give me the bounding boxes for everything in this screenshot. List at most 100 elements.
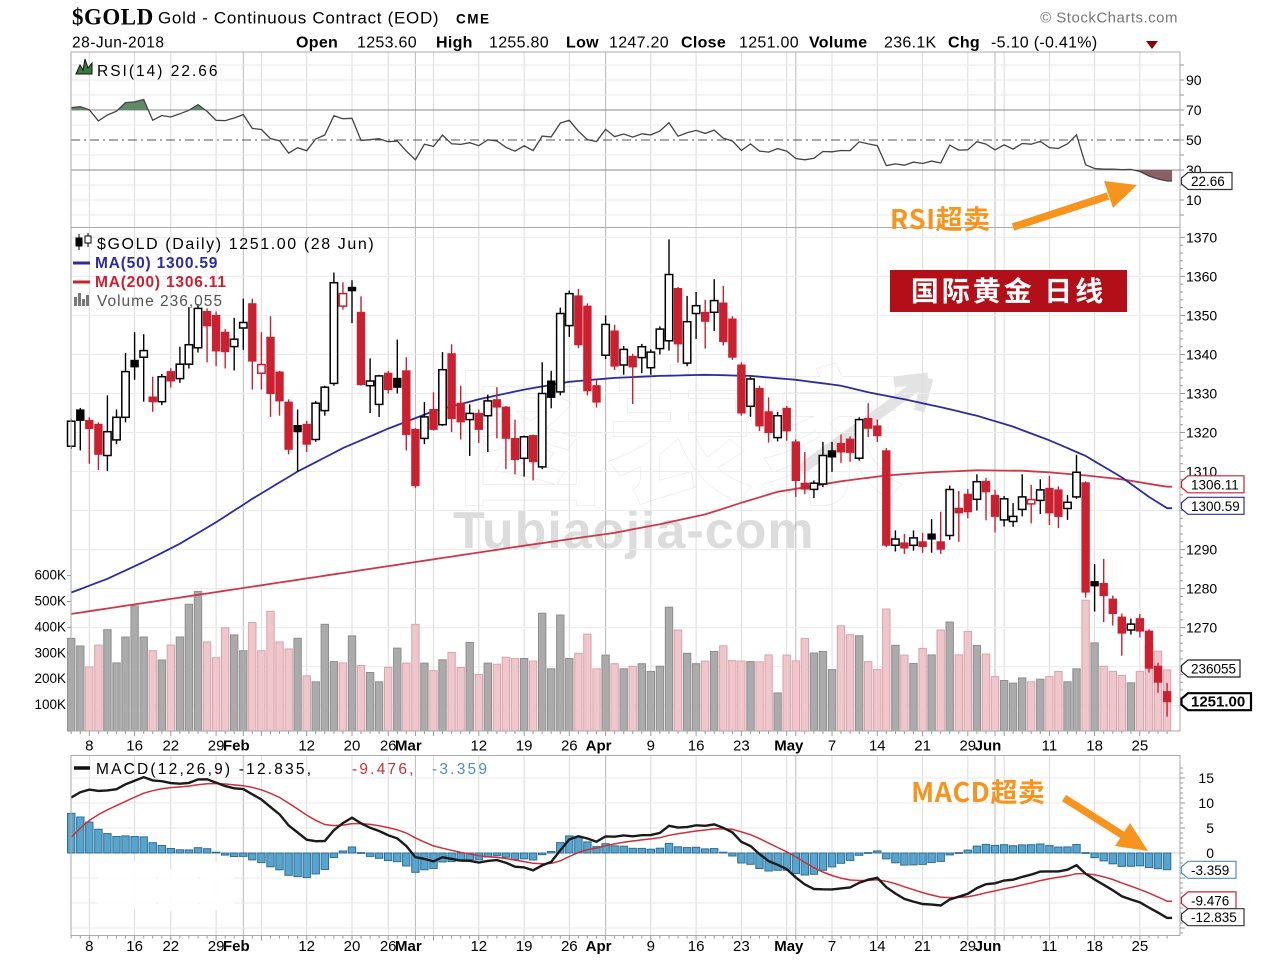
svg-text:26: 26 — [380, 738, 397, 755]
svg-text:Volume: Volume — [809, 35, 867, 52]
svg-text:Open: Open — [296, 35, 338, 52]
svg-text:May: May — [774, 938, 804, 955]
svg-text:1330: 1330 — [1186, 386, 1217, 402]
svg-text:14: 14 — [869, 738, 886, 755]
svg-text:Jun: Jun — [975, 938, 1002, 955]
svg-text:Apr: Apr — [586, 738, 612, 755]
svg-text:Tubiaojia-com: Tubiaojia-com — [453, 502, 815, 560]
svg-text:236.1K: 236.1K — [884, 35, 937, 52]
svg-text:11: 11 — [1042, 938, 1058, 955]
svg-text:Jun: Jun — [975, 738, 1002, 755]
svg-text:26: 26 — [561, 738, 578, 755]
svg-text:MA(50) 1300.59: MA(50) 1300.59 — [95, 255, 218, 272]
svg-text:10: 10 — [1198, 795, 1214, 811]
svg-text:May: May — [774, 738, 804, 755]
svg-text:26: 26 — [380, 938, 397, 955]
svg-text:1350: 1350 — [1186, 307, 1217, 323]
svg-text:Feb: Feb — [223, 738, 250, 755]
svg-text:22.66: 22.66 — [1191, 174, 1225, 189]
svg-text:-12.835: -12.835 — [1191, 910, 1237, 925]
svg-text:RSI(14) 22.66: RSI(14) 22.66 — [97, 63, 220, 80]
svg-text:Apr: Apr — [586, 938, 612, 955]
svg-text:1251.00: 1251.00 — [739, 35, 799, 52]
svg-text:28-Jun-2018: 28-Jun-2018 — [72, 35, 165, 52]
svg-text:Mar: Mar — [395, 738, 422, 755]
svg-text:23: 23 — [733, 938, 750, 955]
svg-text:Low: Low — [566, 35, 599, 52]
svg-text:200K: 200K — [34, 671, 66, 686]
svg-text:12: 12 — [470, 938, 487, 955]
svg-text:MA(200) 1306.11: MA(200) 1306.11 — [95, 274, 227, 291]
svg-text:10: 10 — [1186, 192, 1202, 208]
svg-text:1253.60: 1253.60 — [357, 35, 417, 52]
svg-text:8: 8 — [85, 738, 93, 755]
svg-text:12: 12 — [470, 738, 487, 755]
svg-text:Mar: Mar — [395, 938, 422, 955]
svg-text:1251.00: 1251.00 — [1191, 694, 1245, 711]
svg-text:21: 21 — [914, 738, 931, 755]
svg-text:7: 7 — [828, 738, 836, 755]
svg-text:High: High — [436, 35, 473, 52]
svg-text:1340: 1340 — [1186, 347, 1217, 363]
svg-text:1270: 1270 — [1186, 620, 1217, 636]
svg-text:1255.80: 1255.80 — [489, 35, 549, 52]
svg-text:22: 22 — [162, 738, 179, 755]
svg-text:1320: 1320 — [1186, 425, 1217, 441]
svg-text:1370: 1370 — [1186, 229, 1217, 245]
svg-text:9: 9 — [647, 938, 655, 955]
svg-text:90: 90 — [1186, 72, 1202, 88]
svg-text:29: 29 — [208, 738, 225, 755]
svg-text:9: 9 — [647, 738, 655, 755]
svg-text:$GOLD: $GOLD — [72, 5, 154, 30]
svg-text:16: 16 — [688, 738, 705, 755]
svg-text:12: 12 — [298, 738, 315, 755]
svg-text:70: 70 — [1186, 102, 1202, 118]
svg-text:16: 16 — [126, 938, 143, 955]
svg-text:18: 18 — [1086, 938, 1103, 955]
svg-text:300K: 300K — [34, 645, 66, 660]
svg-text:1306.11: 1306.11 — [1191, 477, 1239, 492]
svg-text:14: 14 — [869, 938, 886, 955]
svg-text:23: 23 — [733, 738, 750, 755]
svg-text:18: 18 — [1086, 738, 1103, 755]
svg-text:-5.10 (-0.41%): -5.10 (-0.41%) — [991, 35, 1097, 52]
svg-text:MACD(12,26,9) -12.835,: MACD(12,26,9) -12.835, — [96, 761, 313, 778]
svg-text:100K: 100K — [34, 697, 66, 712]
svg-text:1280: 1280 — [1186, 581, 1217, 597]
svg-text:26: 26 — [561, 938, 578, 955]
svg-text:7: 7 — [828, 938, 836, 955]
svg-text:1247.20: 1247.20 — [609, 35, 669, 52]
svg-text:Chg: Chg — [948, 35, 980, 52]
svg-text:Volume 236,055: Volume 236,055 — [97, 293, 223, 310]
svg-text:0: 0 — [1206, 845, 1214, 861]
svg-text:29: 29 — [208, 938, 225, 955]
svg-text:29: 29 — [959, 738, 976, 755]
svg-text:25: 25 — [1132, 938, 1149, 955]
svg-text:$GOLD (Daily) 1251.00 (28 Jun): $GOLD (Daily) 1251.00 (28 Jun) — [97, 236, 375, 253]
svg-text:1360: 1360 — [1186, 268, 1217, 284]
svg-text:19: 19 — [516, 938, 533, 955]
svg-text:20: 20 — [344, 938, 361, 955]
svg-text:11: 11 — [1042, 738, 1058, 755]
svg-text:19: 19 — [516, 738, 533, 755]
svg-text:CME: CME — [456, 12, 491, 27]
svg-text:16: 16 — [688, 938, 705, 955]
svg-text:-9.476: -9.476 — [1191, 893, 1229, 908]
svg-text:16: 16 — [126, 738, 143, 755]
svg-text:600K: 600K — [34, 568, 66, 583]
svg-text:236055: 236055 — [1191, 662, 1236, 677]
svg-text:1290: 1290 — [1186, 542, 1217, 558]
svg-text:Close: Close — [681, 35, 726, 52]
svg-text:Feb: Feb — [223, 938, 250, 955]
svg-text:22: 22 — [162, 938, 179, 955]
svg-text:20: 20 — [344, 738, 361, 755]
svg-text:1300.59: 1300.59 — [1191, 499, 1240, 514]
svg-text:Gold - Continuous Contract (EO: Gold - Continuous Contract (EOD) — [158, 9, 439, 28]
svg-text:29: 29 — [959, 938, 976, 955]
svg-text:400K: 400K — [34, 619, 66, 634]
svg-text:25: 25 — [1132, 738, 1149, 755]
svg-text:-3.359: -3.359 — [1191, 863, 1229, 878]
svg-text:50: 50 — [1186, 132, 1202, 148]
svg-text:-9.476,: -9.476, — [352, 761, 416, 778]
svg-text:-3.359: -3.359 — [432, 761, 489, 778]
